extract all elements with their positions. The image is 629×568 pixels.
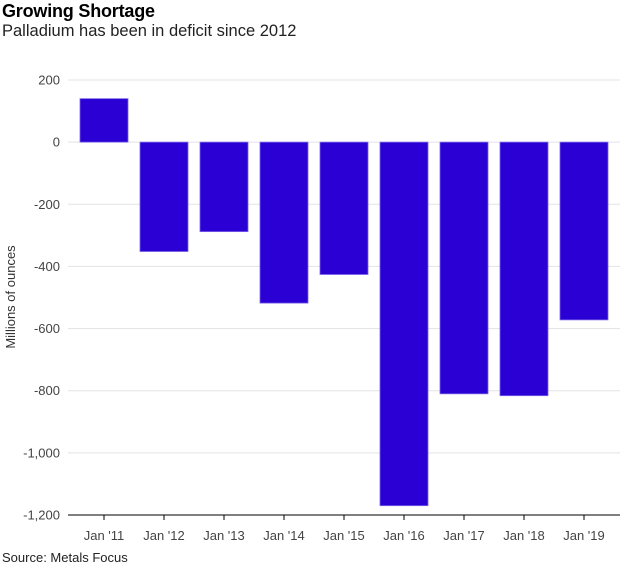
source-note: Source: Metals Focus	[2, 550, 128, 565]
y-tick-label: -1,000	[23, 445, 60, 460]
bars	[79, 98, 609, 507]
y-tick-label: -800	[34, 383, 60, 398]
x-tick-label: Jan '19	[563, 528, 605, 543]
bar	[559, 141, 609, 321]
bar	[79, 98, 129, 143]
x-tick-label: Jan '18	[503, 528, 545, 543]
bar	[259, 141, 309, 304]
y-tick-label: 200	[38, 73, 60, 88]
chart-title: Growing Shortage	[2, 1, 155, 21]
x-tick-label: Jan '16	[383, 528, 425, 543]
y-tick-label: -1,200	[23, 508, 60, 523]
y-tick-label: 0	[53, 135, 60, 150]
x-tick-label: Jan '15	[323, 528, 365, 543]
chart-subtitle: Palladium has been in deficit since 2012	[2, 22, 297, 40]
y-axis-label: Millions of ounces	[3, 245, 18, 349]
x-tick-label: Jan '12	[143, 528, 185, 543]
x-tick-label: Jan '17	[443, 528, 485, 543]
y-axis-ticks: 200 0 -200 -400 -600 -800 -1,000 -1,200	[23, 73, 60, 523]
x-tick-label: Jan '11	[84, 528, 125, 543]
y-tick-label: -600	[34, 321, 60, 336]
bar	[499, 141, 549, 397]
x-tick-label: Jan '13	[203, 528, 245, 543]
y-tick-label: -400	[34, 259, 60, 274]
y-tick-label: -200	[34, 197, 60, 212]
bar	[319, 141, 369, 275]
x-tick-label: Jan '14	[263, 528, 305, 543]
bar	[199, 141, 249, 233]
x-axis: Jan '11 Jan '12 Jan '13 Jan '14 Jan '15 Jan '…	[68, 514, 620, 543]
bar	[139, 141, 189, 252]
bar	[379, 141, 429, 507]
bar	[439, 141, 489, 395]
